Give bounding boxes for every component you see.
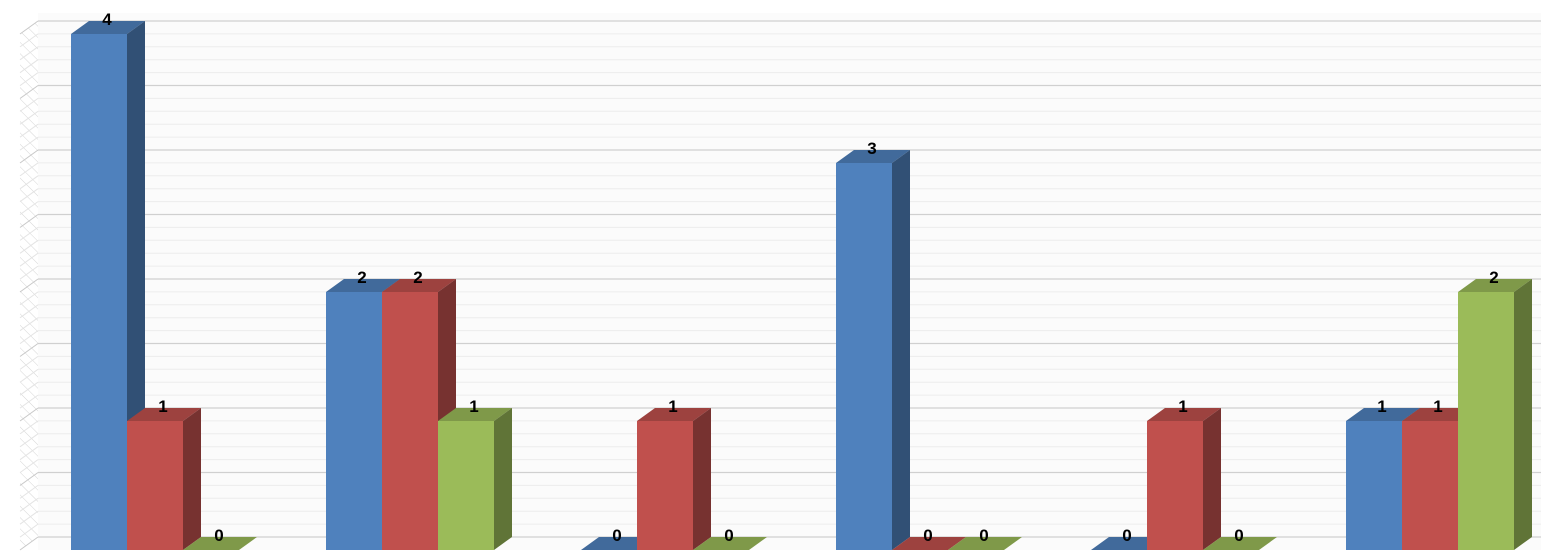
data-label: 1 [469,397,478,416]
bar [1147,408,1221,550]
data-label: 0 [214,526,223,545]
data-label: 1 [1178,397,1187,416]
bars [71,21,1532,550]
data-label: 2 [357,268,366,287]
data-label: 0 [923,526,932,545]
data-label: 0 [724,526,733,545]
bar [382,279,456,550]
data-label: 1 [1377,397,1386,416]
data-label: 0 [1234,526,1243,545]
bar [836,150,910,550]
data-label: 2 [1489,268,1498,287]
bar [127,408,201,550]
gridlines [19,20,1541,551]
bar [948,537,1022,550]
data-labels: 4 1 0 2 2 1 0 1 0 3 0 0 0 1 0 1 1 2 [102,10,1498,545]
bar [438,408,512,550]
bar [892,537,966,550]
bar [693,537,767,550]
bar [1458,279,1532,550]
bar [1091,537,1165,550]
data-label: 2 [413,268,422,287]
bar [183,537,257,550]
data-label: 1 [158,397,167,416]
data-label: 1 [668,397,677,416]
data-label: 3 [867,139,876,158]
plot-back-wall [38,13,1541,550]
bar [637,408,711,550]
bar [581,537,655,550]
data-label: 0 [1122,526,1131,545]
data-label: 0 [979,526,988,545]
data-label: 4 [102,10,112,29]
data-label: 0 [612,526,621,545]
data-label: 1 [1433,397,1442,416]
bar [1203,537,1277,550]
